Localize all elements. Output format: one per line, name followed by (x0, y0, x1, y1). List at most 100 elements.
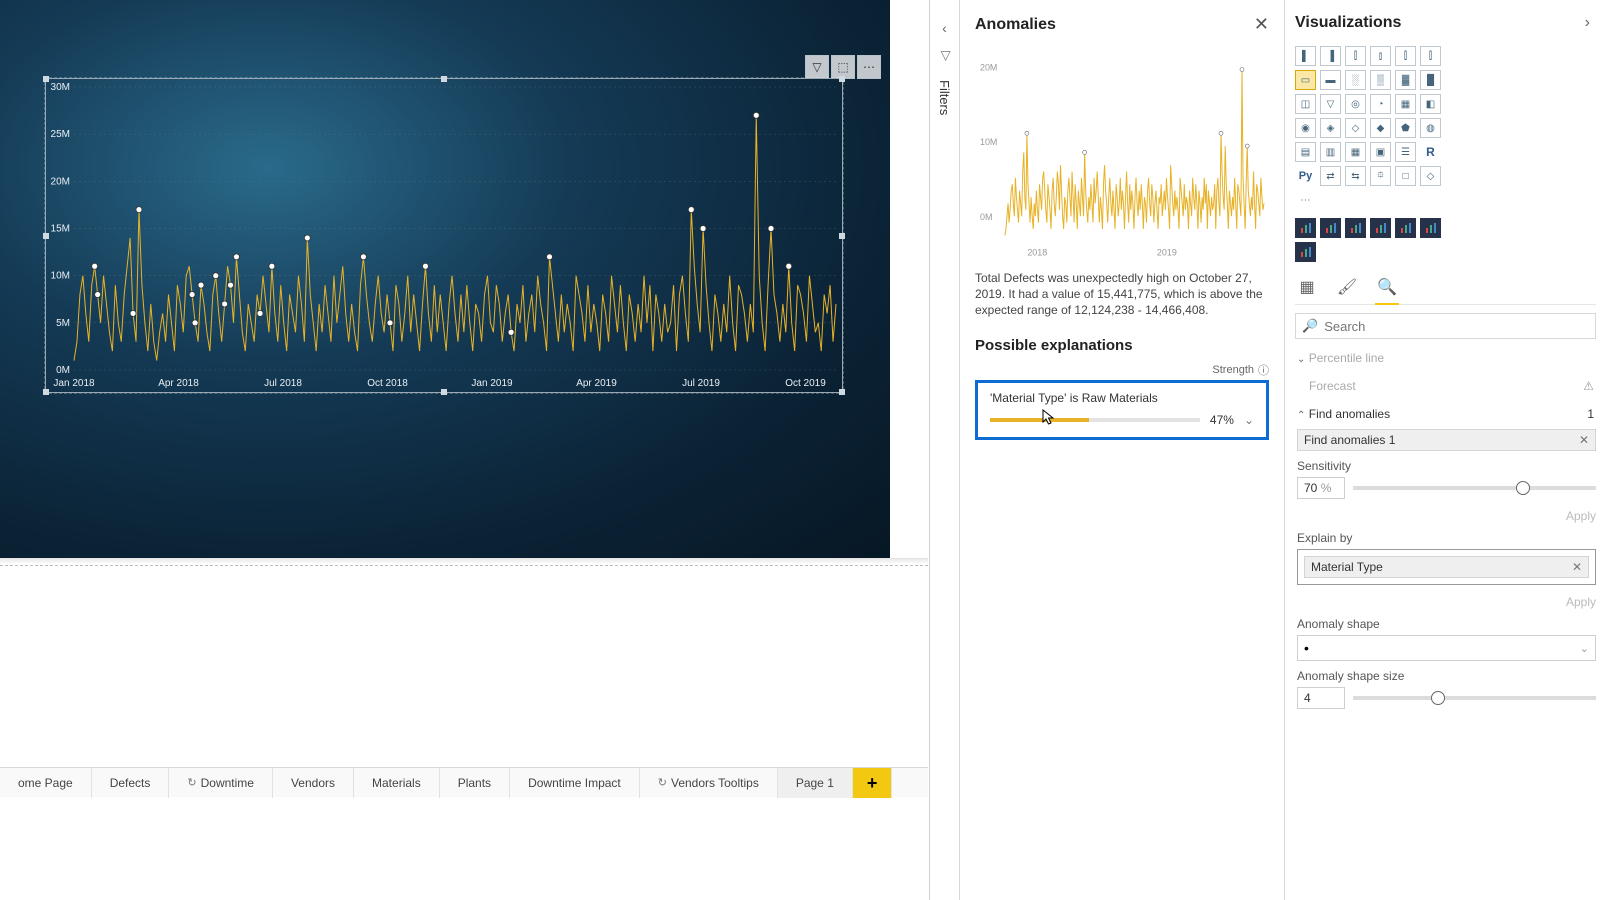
filter-icon[interactable]: ▽ (805, 55, 829, 79)
viz-type-icon[interactable]: ◫ (1295, 94, 1316, 114)
anomaly-shape-label: Anomaly shape (1297, 617, 1596, 631)
page-tab[interactable]: ↻Downtime (169, 768, 273, 798)
anomaly-size-slider[interactable] (1353, 696, 1596, 700)
viz-type-icon[interactable]: ⫿ (1395, 46, 1416, 66)
expand-filters-icon[interactable]: ‹ (942, 20, 947, 36)
custom-visual-icon[interactable] (1295, 242, 1316, 262)
viz-type-icon[interactable]: □ (1395, 166, 1416, 186)
page-tab[interactable]: Vendors (273, 768, 354, 798)
report-canvas[interactable]: ▽ ⬚ ⋯ 0M5M10M15M20M25M30M Jan 2018Apr 20… (0, 0, 930, 900)
page-tab[interactable]: Defects (92, 768, 170, 798)
chevron-down-icon[interactable]: ⌄ (1244, 413, 1254, 427)
custom-visual-icon[interactable] (1370, 218, 1391, 238)
page-tab[interactable]: Plants (440, 768, 510, 798)
viz-type-icon[interactable]: ◔ (1370, 94, 1391, 114)
viz-type-icon[interactable]: ◉ (1295, 118, 1316, 138)
svg-text:Jan 2019: Jan 2019 (471, 378, 513, 389)
custom-visual-icon[interactable] (1395, 218, 1416, 238)
field-format-analytics-tabs: ▦ 🖌 🔍 (1295, 276, 1596, 305)
viz-type-icon[interactable]: ▽ (1320, 94, 1341, 114)
svg-text:Jul 2018: Jul 2018 (264, 378, 302, 389)
percentile-line-section[interactable]: ⌄ Percentile line (1295, 349, 1596, 367)
viz-type-icon[interactable]: ◧ (1420, 94, 1441, 114)
search-input[interactable] (1324, 319, 1589, 334)
viz-type-icon[interactable]: ⇄ (1320, 166, 1341, 186)
viz-type-icon[interactable]: ⋯ (1295, 190, 1316, 210)
explain-by-fieldwell[interactable]: Material Type ✕ (1297, 549, 1596, 585)
viz-type-icon[interactable]: ▦ (1395, 94, 1416, 114)
page-tab[interactable]: ↻Vendors Tooltips (640, 768, 778, 798)
find-anomalies-section[interactable]: ⌃ Find anomalies 1 (1295, 405, 1596, 423)
page-tab[interactable]: Downtime Impact (510, 768, 640, 798)
analytics-tab-icon[interactable]: 🔍 (1375, 276, 1399, 298)
page-tabs: ome PageDefects↻DowntimeVendorsMaterials… (0, 767, 928, 797)
search-box[interactable]: 🔎 (1295, 313, 1596, 339)
viz-type-icon[interactable]: ⯐ (1370, 166, 1391, 186)
viz-type-icon[interactable]: ◇ (1420, 166, 1441, 186)
viz-type-icon[interactable]: ▐ (1320, 46, 1341, 66)
fields-tab-icon[interactable]: ▦ (1295, 276, 1319, 298)
svg-text:Jul 2019: Jul 2019 (682, 378, 720, 389)
viz-type-icon[interactable]: ◍ (1420, 118, 1441, 138)
viz-type-icon[interactable]: ▬ (1320, 70, 1341, 90)
chevron-down-icon: ⌄ (1580, 642, 1589, 655)
svg-text:10M: 10M (51, 271, 70, 282)
viz-type-icon[interactable]: R (1420, 142, 1441, 162)
apply-button[interactable]: Apply (1297, 595, 1596, 609)
viz-type-icon[interactable]: ▭ (1295, 70, 1316, 90)
viz-type-icon[interactable]: ▒ (1370, 70, 1391, 90)
close-icon[interactable]: ✕ (1254, 14, 1269, 35)
explanation-percent: 47% (1210, 413, 1234, 427)
viz-type-icon[interactable]: █ (1420, 70, 1441, 90)
add-page-button[interactable]: + (853, 768, 893, 798)
sensitivity-value[interactable]: 70 % (1297, 477, 1345, 499)
viz-type-icon[interactable]: ▥ (1320, 142, 1341, 162)
custom-visual-icon[interactable] (1320, 218, 1341, 238)
explanation-card[interactable]: 'Material Type' is Raw Materials 47% ⌄ (975, 380, 1269, 440)
remove-icon[interactable]: ✕ (1572, 560, 1582, 574)
viz-type-icon[interactable]: ◈ (1320, 118, 1341, 138)
viz-type-icon[interactable]: ☰ (1395, 142, 1416, 162)
chart-selection-frame[interactable]: 0M5M10M15M20M25M30M Jan 2018Apr 2018Jul … (45, 78, 843, 393)
custom-visual-icon[interactable] (1345, 218, 1366, 238)
filters-collapsed-rail[interactable]: ‹ ◁ Filters (930, 0, 960, 900)
more-options-icon[interactable]: ⋯ (857, 55, 881, 79)
viz-type-icon[interactable]: ⫿ (1345, 46, 1366, 66)
format-tab-icon[interactable]: 🖌 (1335, 276, 1359, 298)
forecast-section[interactable]: Forecast ⚠ (1295, 377, 1596, 395)
viz-type-icon[interactable]: ░ (1345, 70, 1366, 90)
viz-type-icon[interactable]: ▤ (1295, 142, 1316, 162)
viz-type-icon[interactable]: ◎ (1345, 94, 1366, 114)
viz-type-icon[interactable]: ▣ (1370, 142, 1391, 162)
viz-type-icon[interactable]: ▌ (1295, 46, 1316, 66)
page-tab[interactable]: Page 1 (778, 768, 853, 798)
svg-text:25M: 25M (51, 129, 70, 140)
viz-type-icon[interactable]: ⫿ (1420, 46, 1441, 66)
custom-visual-icon[interactable] (1295, 218, 1316, 238)
viz-type-icon[interactable]: ⬟ (1395, 118, 1416, 138)
viz-type-icon[interactable]: ◆ (1370, 118, 1391, 138)
page-tab[interactable]: ome Page (0, 768, 92, 798)
apply-button[interactable]: Apply (1297, 509, 1596, 523)
viz-type-icon[interactable]: Py (1295, 166, 1316, 186)
collapse-pane-icon[interactable]: › (1585, 14, 1590, 32)
explain-by-field[interactable]: Material Type ✕ (1304, 556, 1589, 578)
viz-type-icon[interactable]: ▦ (1345, 142, 1366, 162)
anomaly-size-value[interactable]: 4 (1297, 687, 1345, 709)
anomalies-pane: Anomalies ✕ 2018201920M10M0M Total Defec… (960, 0, 1285, 900)
find-anomalies-pill[interactable]: Find anomalies 1 ✕ (1297, 429, 1596, 451)
strength-label: Strength (1212, 364, 1254, 376)
page-tab[interactable]: Materials (354, 768, 440, 798)
info-icon[interactable]: ⓘ (1258, 362, 1269, 378)
viz-type-icon[interactable]: ⫾ (1370, 46, 1391, 66)
svg-text:5M: 5M (56, 318, 70, 329)
filters-label: Filters (937, 80, 952, 115)
custom-visual-icon[interactable] (1420, 218, 1441, 238)
svg-text:30M: 30M (51, 82, 70, 93)
sensitivity-slider[interactable] (1353, 486, 1596, 490)
viz-type-icon[interactable]: ⇆ (1345, 166, 1366, 186)
viz-type-icon[interactable]: ▓ (1395, 70, 1416, 90)
anomaly-shape-dropdown[interactable]: • ⌄ (1297, 635, 1596, 661)
viz-type-icon[interactable]: ◇ (1345, 118, 1366, 138)
remove-icon[interactable]: ✕ (1579, 433, 1589, 447)
